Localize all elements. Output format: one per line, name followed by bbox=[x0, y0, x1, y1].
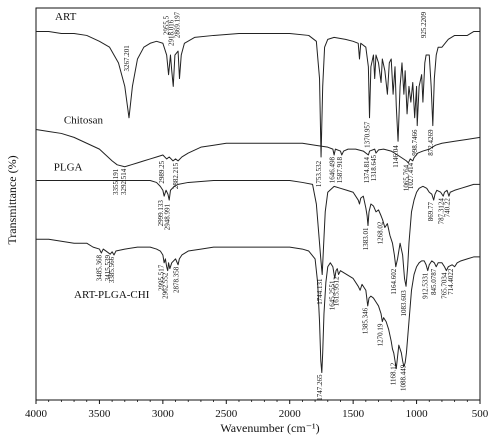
peak-label: 1587.918 bbox=[336, 156, 344, 183]
peak-label: 3267.201 bbox=[123, 45, 131, 72]
peak-label: 1168.12 bbox=[389, 362, 397, 385]
series-line-art-plga-chi bbox=[36, 238, 480, 374]
peak-label: 1747.265 bbox=[316, 374, 324, 401]
peak-label: 1753.532 bbox=[315, 160, 323, 187]
peak-label: 740.22 bbox=[444, 198, 452, 218]
peak-label: 845.0787 bbox=[430, 268, 438, 295]
peak-label: 1370.957 bbox=[364, 121, 372, 148]
peak-label: 1027.414 bbox=[407, 162, 415, 189]
peak-label: 2995.517 bbox=[157, 264, 165, 291]
series-label: ART-PLGA-CHI bbox=[74, 289, 150, 301]
series-line-art bbox=[36, 31, 480, 158]
peak-label: 1146.04 bbox=[392, 145, 400, 168]
peak-label: 2918.016 bbox=[167, 19, 175, 46]
series-label: ART bbox=[55, 11, 77, 23]
peak-label: 1615.9512 bbox=[333, 276, 341, 306]
peak-label: 1318.645 bbox=[370, 154, 378, 181]
peak-label: 2882.215 bbox=[172, 162, 180, 189]
x-tick-label: 3000 bbox=[152, 408, 175, 420]
peak-label: 925.2209 bbox=[420, 11, 428, 38]
series-labels: ART Chitosan PLGA ART-PLGA-CHI bbox=[54, 11, 150, 301]
peak-label: 2869.197 bbox=[173, 11, 181, 38]
peak-label: 2948.991 bbox=[163, 203, 171, 230]
y-axis-title: Transmittance (%) bbox=[5, 155, 19, 244]
peak-label: 2955.5 bbox=[163, 15, 171, 35]
peak-label: 787.3124 bbox=[438, 198, 446, 225]
peak-label: 2999.133 bbox=[157, 200, 165, 227]
peak-label: 1088.449 bbox=[399, 364, 407, 391]
x-tick-label: 3500 bbox=[88, 408, 111, 420]
peak-label: 998.7466 bbox=[411, 129, 419, 156]
peak-label: 1744.131 bbox=[316, 278, 324, 305]
peak-label: 2989.25 bbox=[158, 160, 166, 183]
plot-border bbox=[35, 7, 481, 401]
x-tick-label: 2000 bbox=[279, 408, 302, 420]
x-tick-label: 2500 bbox=[215, 408, 238, 420]
peak-label: 1065.764 bbox=[402, 164, 410, 191]
peak-label: 872.4269 bbox=[427, 129, 435, 156]
peak-label: 1270.19 bbox=[376, 323, 384, 346]
plot-frame bbox=[35, 7, 481, 401]
peak-label: 1646.498 bbox=[329, 156, 337, 183]
peak-label: 869.77 bbox=[427, 202, 435, 222]
series-line-plga bbox=[36, 179, 480, 287]
peak-label: 2962.552 bbox=[162, 272, 170, 299]
x-tick-label: 500 bbox=[472, 408, 489, 420]
peak-label: 1164.602 bbox=[390, 268, 398, 294]
peak-label: 2878.358 bbox=[172, 266, 180, 293]
series-layer bbox=[35, 31, 481, 374]
x-tick-label: 1500 bbox=[342, 408, 365, 420]
peak-label: 765.7034 bbox=[440, 272, 448, 299]
x-tick-label: 4000 bbox=[25, 408, 48, 420]
peak-label: 1383.01 bbox=[362, 227, 370, 250]
series-label: Chitosan bbox=[64, 115, 104, 127]
peak-label: 3485.368 bbox=[95, 254, 103, 281]
x-axis-title: Wavenumber (cm⁻¹) bbox=[220, 421, 319, 435]
series-line-chitosan bbox=[35, 129, 481, 168]
peak-label: 3385.566 bbox=[108, 256, 116, 283]
peak-label: 1083.603 bbox=[400, 290, 408, 317]
peak-label: 3292.514 bbox=[120, 168, 128, 195]
peak-label: 1385.346 bbox=[362, 307, 370, 334]
peak-label: 3355.191 bbox=[112, 168, 120, 195]
x-tick-label: 1000 bbox=[406, 408, 429, 420]
peak-label: 1374.814 bbox=[363, 156, 371, 183]
series-label: PLGA bbox=[54, 162, 83, 174]
peak-label: 1268.02 bbox=[377, 221, 385, 244]
peak-label: 912.5331 bbox=[422, 272, 430, 299]
peak-label: 3415.539 bbox=[104, 254, 112, 281]
x-axis-ticks: 4000 3500 3000 2500 2000 1500 1000 500 bbox=[25, 400, 489, 420]
peak-label: 714.4022 bbox=[447, 268, 455, 295]
peak-label: 1645.2551 bbox=[329, 280, 337, 310]
